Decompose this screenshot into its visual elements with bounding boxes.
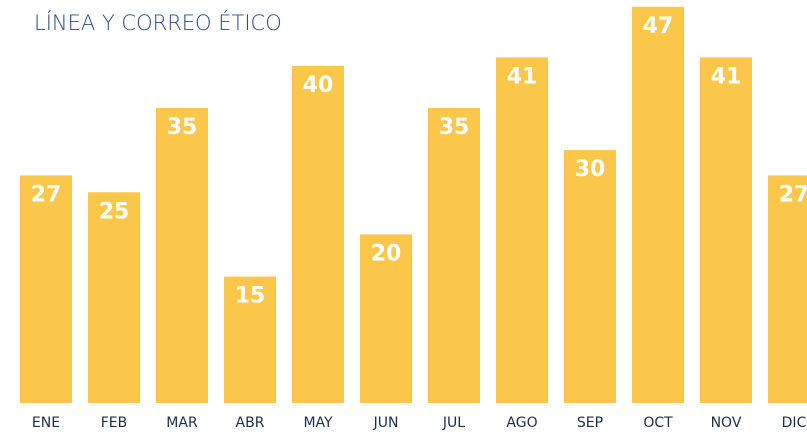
value-label: 15 bbox=[235, 284, 266, 309]
value-label: 35 bbox=[167, 115, 198, 140]
bar bbox=[292, 65, 344, 404]
bar bbox=[88, 192, 140, 403]
value-label: 20 bbox=[371, 241, 402, 266]
value-label: 27 bbox=[31, 182, 62, 207]
bar bbox=[156, 107, 208, 403]
x-tick-label: JUN bbox=[373, 415, 399, 431]
bar bbox=[700, 57, 752, 404]
value-label: 30 bbox=[575, 157, 606, 182]
value-label: 47 bbox=[643, 14, 674, 39]
x-tick-label: OCT bbox=[643, 415, 673, 431]
value-label: 41 bbox=[711, 64, 742, 89]
bar bbox=[360, 234, 412, 403]
x-tick-label: FEB bbox=[101, 415, 128, 431]
chart-title: LÍNEA Y CORREO ÉTICO bbox=[34, 10, 282, 35]
bar bbox=[632, 6, 684, 403]
x-tick-label: DIC bbox=[782, 415, 807, 431]
bar bbox=[428, 107, 480, 403]
bar bbox=[20, 175, 72, 403]
value-label: 27 bbox=[779, 182, 807, 207]
bar bbox=[564, 150, 616, 403]
bar bbox=[768, 175, 807, 403]
x-tick-label: MAY bbox=[303, 415, 333, 431]
x-tick-label: ENE bbox=[32, 415, 60, 431]
bar bbox=[496, 57, 548, 404]
value-label: 25 bbox=[99, 199, 130, 224]
x-tick-label: MAR bbox=[166, 415, 198, 431]
x-tick-label: AGO bbox=[506, 415, 537, 431]
x-tick-label: SEP bbox=[577, 415, 603, 431]
value-label: 41 bbox=[507, 64, 538, 89]
bar bbox=[224, 276, 276, 403]
x-tick-label: JUL bbox=[442, 415, 465, 431]
x-tick-label: NOV bbox=[711, 415, 742, 431]
value-label: 35 bbox=[439, 115, 470, 140]
x-tick-label: ABR bbox=[236, 415, 265, 431]
value-label: 40 bbox=[303, 73, 334, 98]
